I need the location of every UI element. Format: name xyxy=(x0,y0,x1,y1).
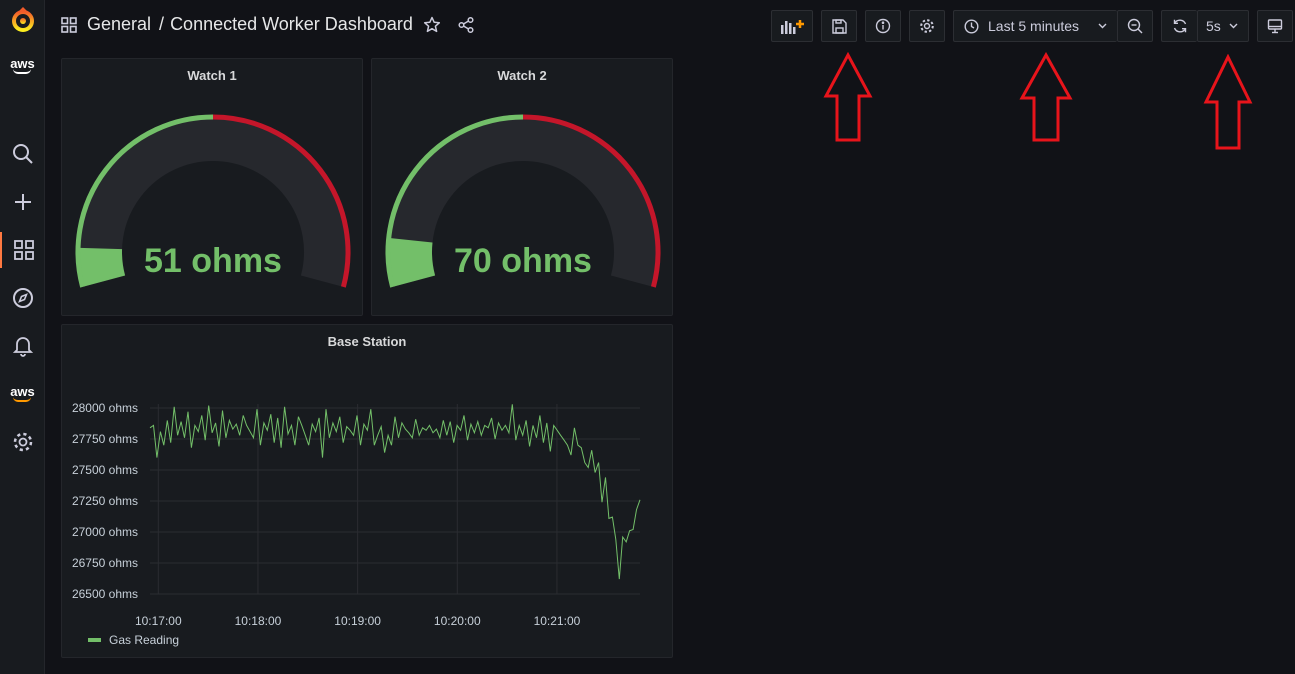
annotation-arrow-save xyxy=(823,52,873,142)
sidebar: aws aws xyxy=(0,0,45,674)
save-dashboard-button[interactable] xyxy=(821,10,857,42)
series-line-gas-reading xyxy=(149,404,641,580)
timeseries-panel-base-station: Base Station 28000 ohms 27750 ohms 27500 o… xyxy=(61,324,673,658)
y-tick-label: 27750 ohms xyxy=(72,432,138,446)
panel-title[interactable]: Watch 2 xyxy=(497,68,547,83)
clock-icon xyxy=(964,18,979,34)
time-range-label: Last 5 minutes xyxy=(988,18,1080,34)
info-icon xyxy=(875,18,891,34)
refresh-icon xyxy=(1173,19,1186,33)
gauge-value-text: 70 ohms xyxy=(454,242,592,280)
gauge-panel-watch-1: Watch 1 51 ohms xyxy=(61,58,363,316)
tv-mode-button[interactable] xyxy=(1257,10,1293,42)
chevron-down-icon xyxy=(1098,23,1107,29)
y-tick-label: 26750 ohms xyxy=(72,556,138,570)
x-tick-label: 10:21:00 xyxy=(534,614,581,628)
gauge-watch-2: 70 ohms xyxy=(385,114,661,288)
panel-title[interactable]: Watch 1 xyxy=(187,68,237,83)
refresh-button[interactable] xyxy=(1161,10,1197,42)
y-tick-label: 27250 ohms xyxy=(72,494,138,508)
x-tick-label: 10:17:00 xyxy=(135,614,182,628)
gauge-track xyxy=(80,119,346,287)
zoom-out-icon xyxy=(1127,18,1143,34)
breadcrumb-separator: / xyxy=(159,14,165,34)
gauge-watch-1: 51 ohms xyxy=(75,114,351,288)
settings-gear-icon xyxy=(920,19,934,33)
grafana-logo-icon[interactable] xyxy=(0,2,45,38)
star-icon[interactable] xyxy=(423,16,441,34)
aws-logo-icon[interactable]: aws xyxy=(0,48,45,84)
aws-plugin-icon[interactable]: aws xyxy=(0,376,45,412)
search-icon[interactable] xyxy=(0,136,45,172)
x-tick-label: 10:18:00 xyxy=(235,614,282,628)
gauge-value-fill xyxy=(80,247,126,287)
zoom-out-button[interactable] xyxy=(1117,10,1153,42)
gauge-threshold-ok xyxy=(75,114,214,288)
dashboard-title[interactable]: Connected Worker Dashboard xyxy=(170,14,413,34)
refresh-interval-label: 5s xyxy=(1206,18,1221,34)
dashboard-grid-icon xyxy=(61,16,77,33)
panel-title[interactable]: Base Station xyxy=(327,334,407,349)
legend-swatch[interactable] xyxy=(88,638,101,642)
dashboard-info-button[interactable] xyxy=(865,10,901,42)
add-panel-icon xyxy=(781,20,804,34)
y-tick-label: 27000 ohms xyxy=(72,525,138,539)
y-tick-label: 28000 ohms xyxy=(72,401,138,415)
dashboard-navbar: General / Connected Worker Dashboard Las… xyxy=(45,0,1295,52)
gauge-panel-watch-2: Watch 2 70 ohms xyxy=(371,58,673,316)
x-tick-label: 10:19:00 xyxy=(334,614,381,628)
y-tick-label: 26500 ohms xyxy=(72,587,138,601)
add-panel-button[interactable] xyxy=(771,10,813,42)
gauge-track xyxy=(390,119,656,287)
gauge-threshold-alert xyxy=(522,114,661,288)
dashboard-settings-button[interactable] xyxy=(909,10,945,42)
chevron-down-icon xyxy=(1229,23,1238,29)
refresh-interval-picker[interactable]: 5s xyxy=(1197,10,1249,42)
breadcrumb-folder[interactable]: General xyxy=(87,14,152,34)
y-tick-label: 27500 ohms xyxy=(72,463,138,477)
gauge-value-fill xyxy=(390,238,436,287)
dashboards-icon[interactable] xyxy=(0,232,45,268)
alerting-bell-icon[interactable] xyxy=(0,328,45,364)
gear-icon[interactable] xyxy=(0,424,45,460)
plus-icon[interactable] xyxy=(0,184,45,220)
gauge-threshold-alert xyxy=(212,114,351,288)
annotation-arrow-time-range xyxy=(1019,52,1073,142)
save-icon xyxy=(831,18,847,34)
x-tick-label: 10:20:00 xyxy=(434,614,481,628)
monitor-icon xyxy=(1267,18,1283,33)
legend-label[interactable]: Gas Reading xyxy=(109,633,179,647)
annotation-arrow-refresh xyxy=(1203,54,1253,150)
gauge-value-text: 51 ohms xyxy=(144,242,282,280)
timeseries-chart[interactable]: 28000 ohms 27750 ohms 27500 ohms 27250 ohms… xyxy=(62,325,674,659)
explore-compass-icon[interactable] xyxy=(0,280,45,316)
gauge-threshold-ok xyxy=(385,114,524,288)
breadcrumb: General / Connected Worker Dashboard xyxy=(61,14,475,35)
share-icon[interactable] xyxy=(457,16,475,34)
time-range-picker[interactable]: Last 5 minutes xyxy=(953,10,1117,42)
